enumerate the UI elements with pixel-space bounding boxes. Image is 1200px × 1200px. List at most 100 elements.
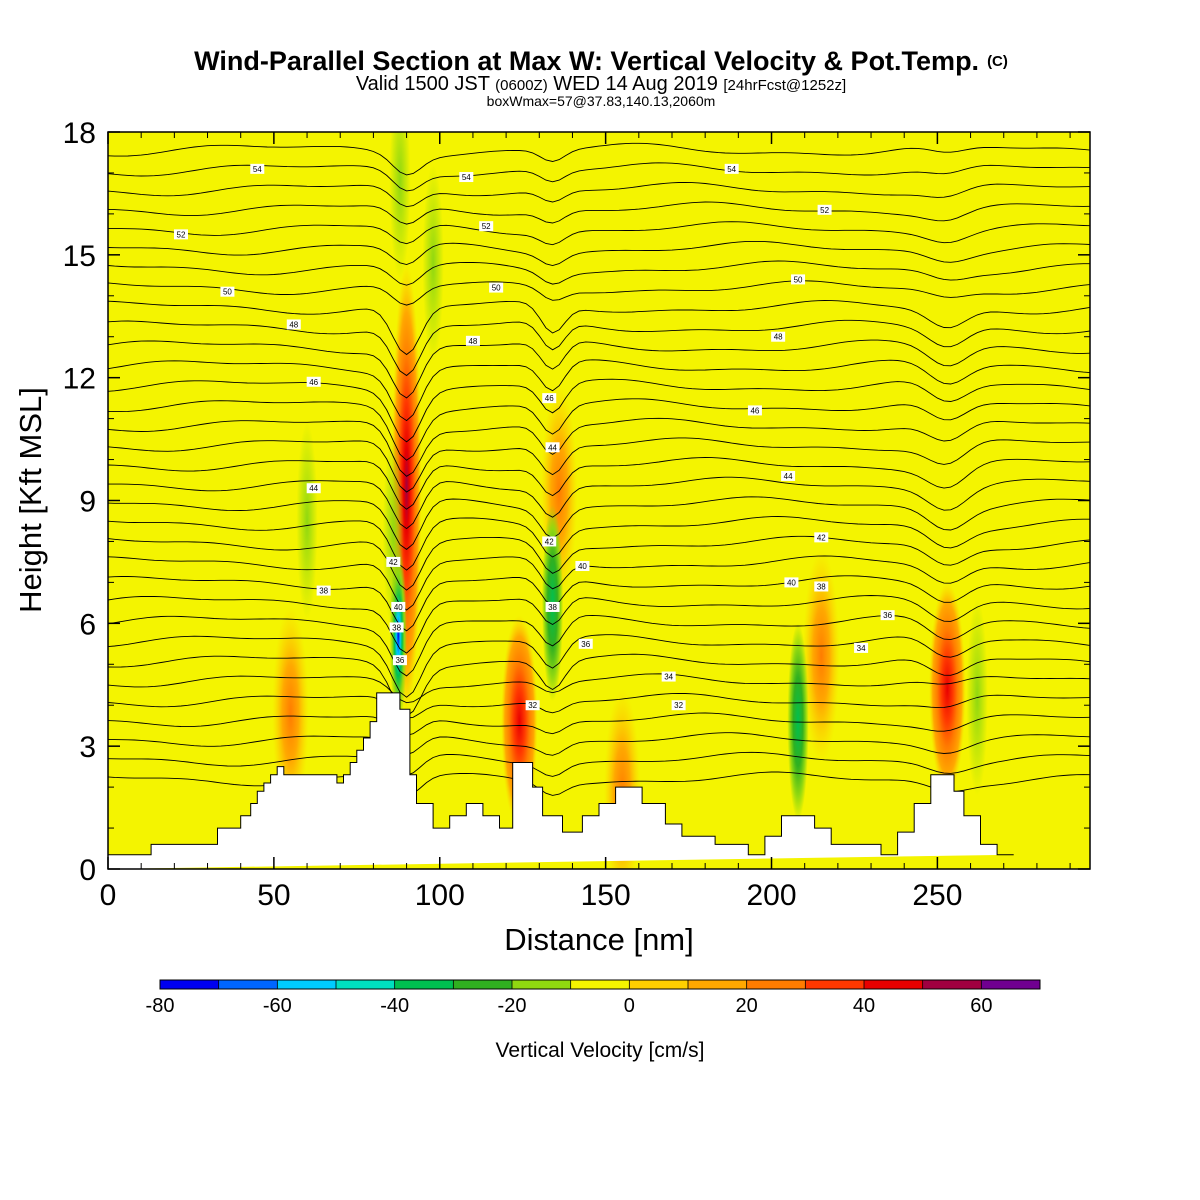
theta-contour-10 — [108, 595, 1090, 654]
contour-label-14: 46 — [542, 393, 557, 404]
theta-contour-20 — [108, 398, 1090, 461]
theta-contour-13 — [108, 535, 1090, 591]
colorbar-swatch — [746, 980, 806, 989]
contour-label-12: 48 — [771, 331, 786, 342]
terrain — [107, 692, 1014, 869]
theta-contour-14 — [108, 516, 1090, 571]
contour-label-text: 36 — [883, 611, 892, 620]
theta-contour-33 — [108, 142, 1090, 176]
contour-label-box — [784, 577, 799, 588]
contour-label-text: 36 — [395, 656, 404, 665]
x-axis: 0 50 100 150 200 250 — [100, 132, 1071, 912]
colorbar-swatch — [981, 980, 1041, 989]
contour-label-box — [286, 319, 301, 330]
colorbar-swatch — [453, 980, 513, 989]
contour-label-text: 44 — [784, 472, 793, 481]
downdraft-core-8 — [389, 132, 411, 280]
theta-contour-17 — [108, 457, 1090, 510]
colorbar-swatch — [277, 980, 337, 989]
contour-label-19: 42 — [386, 556, 401, 567]
theta-contour-21 — [108, 378, 1090, 443]
theta-contour-22 — [108, 359, 1090, 422]
theta-contour-9 — [108, 614, 1090, 677]
colorbar-swatch — [336, 980, 396, 989]
contour-label-3: 54 — [724, 163, 739, 174]
contour-label-34: 32 — [525, 700, 540, 711]
x-tick-label: 200 — [746, 879, 796, 912]
theta-contour-24 — [108, 319, 1090, 377]
contour-label-35: 32 — [671, 700, 686, 711]
theta-contour-7 — [108, 653, 1090, 717]
contour-label-27: 38 — [545, 601, 560, 612]
contour-label-text: 34 — [664, 673, 673, 682]
colorbar-tick-label: 60 — [970, 995, 992, 1017]
y-tick-label: 18 — [63, 117, 96, 150]
contour-label-11: 48 — [465, 335, 480, 346]
contour-label-text: 44 — [309, 484, 318, 493]
contour-label-text: 34 — [857, 644, 866, 653]
colorbar-tick-label: 40 — [853, 995, 875, 1017]
contour-label-29: 36 — [392, 655, 407, 666]
contour-label-box — [391, 601, 406, 612]
colorbar-swatch — [688, 980, 748, 989]
contour-label-text: 42 — [545, 537, 554, 546]
contour-label-7: 50 — [220, 286, 235, 297]
contour-label-box — [671, 700, 686, 711]
contour-label-text: 44 — [548, 443, 557, 452]
theta-contour-18 — [108, 437, 1090, 493]
theta-contour-5 — [108, 692, 1090, 719]
contour-label-text: 52 — [177, 230, 186, 239]
contour-label-box — [220, 286, 235, 297]
contour-label-28: 38 — [814, 581, 829, 592]
contour-label-text: 38 — [817, 582, 826, 591]
contour-label-32: 34 — [661, 671, 676, 682]
contour-label-13: 46 — [306, 376, 321, 387]
theta-contour-2 — [108, 751, 1090, 777]
contour-label-box — [814, 532, 829, 543]
x-tick-label: 0 — [100, 879, 117, 912]
theta-contour-28 — [108, 240, 1090, 266]
theta-contour-27 — [108, 260, 1090, 286]
x-tick-label: 50 — [257, 879, 290, 912]
contour-label-25: 38 — [316, 585, 331, 596]
theta-contour-19 — [108, 417, 1090, 477]
theta-contour-16 — [108, 476, 1090, 530]
contour-label-box — [250, 163, 265, 174]
contour-labels: 54 54 54 52 52 52 50 50 50 48 48 48 46 46 46 44 44 44 42 42… — [173, 163, 895, 711]
colorbar-swatch — [160, 980, 220, 989]
contour-label-text: 50 — [794, 275, 803, 284]
theta-contour-12 — [108, 555, 1090, 611]
contour-label-box — [814, 581, 829, 592]
contour-label-30: 36 — [578, 638, 593, 649]
colorbar-tick-label: 20 — [736, 995, 758, 1017]
chart-title: Wind-Parallel Section at Max W: Vertical… — [194, 46, 1008, 76]
contour-label-text: 40 — [787, 578, 796, 587]
colorbar-tick-label: 0 — [624, 995, 635, 1017]
contour-label-box — [661, 671, 676, 682]
contour-label-box — [880, 610, 895, 621]
contour-label-box — [724, 163, 739, 174]
y-axis-label: Height [Kft MSL] — [13, 387, 48, 613]
colorbar-swatch — [512, 980, 572, 989]
contour-label-box — [465, 335, 480, 346]
y-tick-label: 6 — [79, 608, 96, 641]
contour-label-text: 50 — [223, 288, 232, 297]
contour-label-box — [542, 536, 557, 547]
contour-label-text: 32 — [674, 701, 683, 710]
contour-label-box — [525, 700, 540, 711]
colorbar-swatch — [394, 980, 454, 989]
contour-label-box — [578, 638, 593, 649]
contour-label-text: 42 — [817, 533, 826, 542]
theta-contour-11 — [108, 575, 1090, 632]
contour-label-16: 44 — [306, 483, 321, 494]
contour-label-box — [854, 642, 869, 653]
contour-label-20: 42 — [542, 536, 557, 547]
contour-label-4: 52 — [173, 229, 188, 240]
contour-label-17: 44 — [545, 442, 560, 453]
contour-label-text: 52 — [482, 222, 491, 231]
y-tick-label: 0 — [79, 854, 96, 887]
contour-label-text: 32 — [528, 701, 537, 710]
contour-label-box — [817, 204, 832, 215]
contour-label-text: 48 — [468, 337, 477, 346]
